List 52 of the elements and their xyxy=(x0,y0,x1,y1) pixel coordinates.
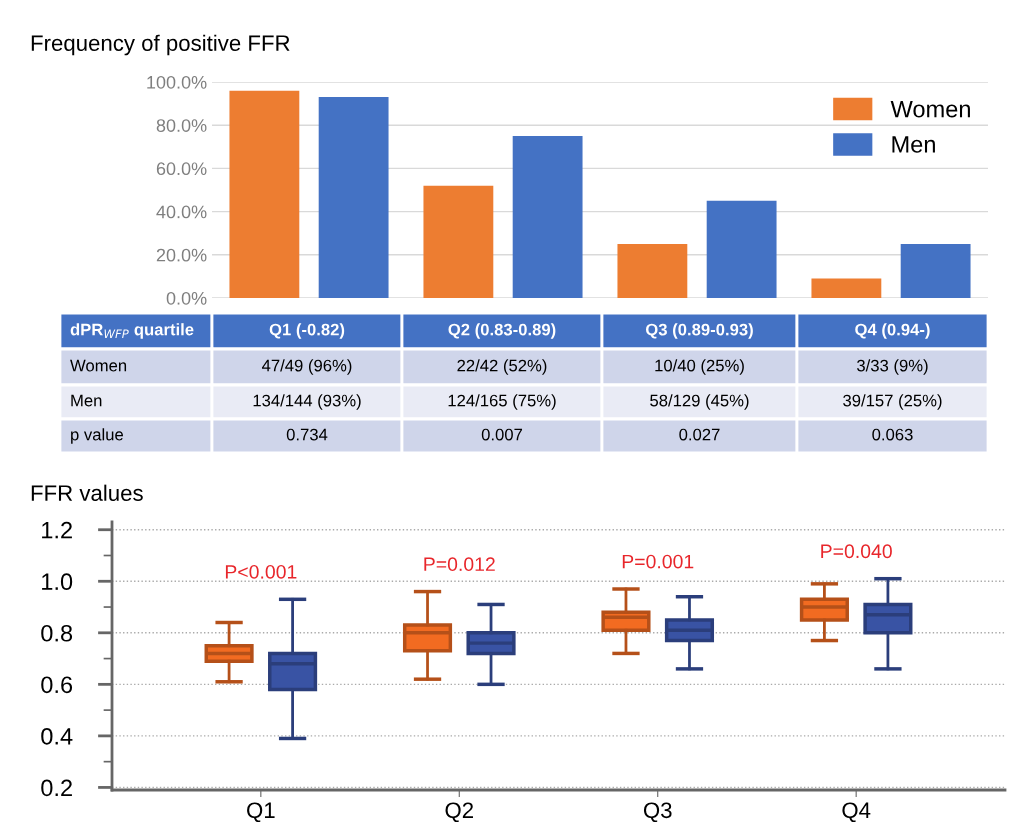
chart-title: Frequency of positive FFR xyxy=(31,34,290,56)
data-label: 134/144 (93%) xyxy=(253,394,361,410)
y-tick-label: 80.0% xyxy=(156,119,207,132)
y-tick-label: 0.6 xyxy=(41,676,73,694)
annotation: P<0.001 xyxy=(225,564,297,579)
text: 0.007 xyxy=(481,428,523,441)
y-tick-label: 0.8 xyxy=(41,624,73,642)
chart-title: FFR values xyxy=(31,484,143,501)
text: Women xyxy=(70,359,127,372)
data-label: 10/40 (25%) xyxy=(655,359,744,375)
text: 0.063 xyxy=(872,428,913,441)
bar xyxy=(617,244,688,298)
y-tick-label: 20.0% xyxy=(156,248,207,262)
data-label: 39/157 (25%) xyxy=(843,394,942,410)
x-tick-label: Q4 xyxy=(842,802,871,823)
annotation: P=0.040 xyxy=(821,544,892,559)
bar xyxy=(900,244,971,298)
bar xyxy=(512,136,583,298)
legend-label: Men xyxy=(892,136,935,153)
y-tick-label: 1.0 xyxy=(42,573,73,591)
x-tick-label: Q4 (0.94-) xyxy=(855,323,930,339)
legend-label: Women xyxy=(890,100,970,118)
data-label: 124/165 (75%) xyxy=(448,394,556,410)
x-tick-label: Q2 (0.83-0.89) xyxy=(448,323,556,339)
x-tick-label: Q2 xyxy=(445,802,473,823)
bar xyxy=(423,185,494,298)
data-label: 47/49 (96%) xyxy=(261,359,352,375)
bar xyxy=(811,278,882,298)
y-tick-label: 40.0% xyxy=(156,205,207,219)
bar xyxy=(318,97,389,298)
text: 0.734 xyxy=(286,428,328,441)
annotation: P=0.001 xyxy=(622,554,694,569)
y-tick-label: 0.0% xyxy=(166,291,207,305)
data-label: 3/33 (9%) xyxy=(857,359,928,375)
text: p value xyxy=(71,428,123,444)
y-tick-label: 60.0% xyxy=(156,162,207,176)
y-tick-label: 1.2 xyxy=(42,521,72,539)
data-label: 58/129 (45%) xyxy=(650,394,749,410)
data-label: 22/42 (52%) xyxy=(457,359,547,375)
bar xyxy=(229,90,300,298)
x-tick-label: Q1 xyxy=(247,802,275,823)
annotation: P=0.012 xyxy=(424,557,495,572)
x-axis-title: dPR$_{WFP}$ quartile xyxy=(70,323,194,339)
y-tick-label: 0.4 xyxy=(41,727,73,745)
x-tick-label: Q3 (0.89-0.93) xyxy=(645,323,753,339)
text: 0.027 xyxy=(679,428,720,441)
y-tick-label: 0.2 xyxy=(41,779,72,797)
x-tick-label: Q3 xyxy=(643,802,672,823)
text: Men xyxy=(71,394,102,407)
bar xyxy=(706,200,777,298)
x-tick-label: Q1 (-0.82) xyxy=(269,323,345,339)
y-tick-label: 100.0% xyxy=(147,75,207,89)
